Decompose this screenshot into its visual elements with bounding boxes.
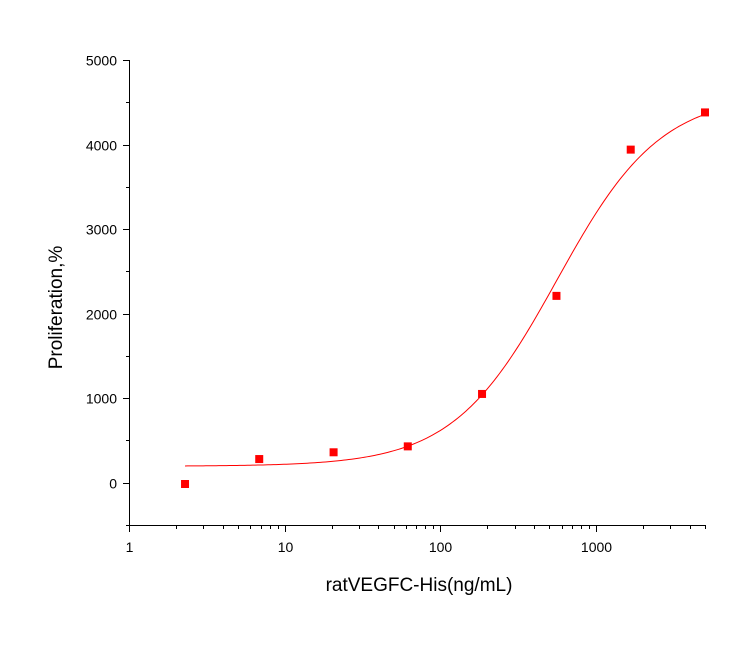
data-point bbox=[552, 291, 561, 300]
data-points-layer bbox=[181, 108, 709, 488]
y-tick-label: 0 bbox=[109, 476, 117, 492]
data-point bbox=[701, 108, 709, 117]
data-point bbox=[255, 455, 264, 464]
fit-curve bbox=[185, 113, 706, 467]
data-point bbox=[329, 448, 338, 457]
data-point bbox=[478, 389, 487, 398]
x-axis-title: ratVEGFC-His(ng/mL) bbox=[326, 575, 513, 596]
x-tick-label: 10 bbox=[278, 539, 294, 555]
y-tick-label: 4000 bbox=[86, 138, 117, 154]
y-axis-title: Proliferation,% bbox=[46, 246, 67, 370]
x-axis-ticks: 1 10 100 1000 bbox=[126, 525, 706, 555]
y-tick-label: 3000 bbox=[86, 222, 117, 238]
y-axis-ticks: 0 1000 2000 3000 4000 5000 bbox=[86, 53, 129, 526]
data-point bbox=[626, 145, 635, 154]
y-tick-label: 5000 bbox=[86, 53, 117, 69]
fit-curve-layer bbox=[185, 113, 706, 467]
x-tick-label: 100 bbox=[429, 539, 453, 555]
data-point bbox=[403, 442, 412, 451]
x-tick-label: 1 bbox=[126, 539, 134, 555]
data-point bbox=[181, 480, 190, 488]
y-tick-label: 1000 bbox=[86, 391, 117, 407]
x-tick-label: 1000 bbox=[581, 539, 612, 555]
y-tick-label: 2000 bbox=[86, 307, 117, 323]
plot-frame bbox=[129, 60, 705, 526]
